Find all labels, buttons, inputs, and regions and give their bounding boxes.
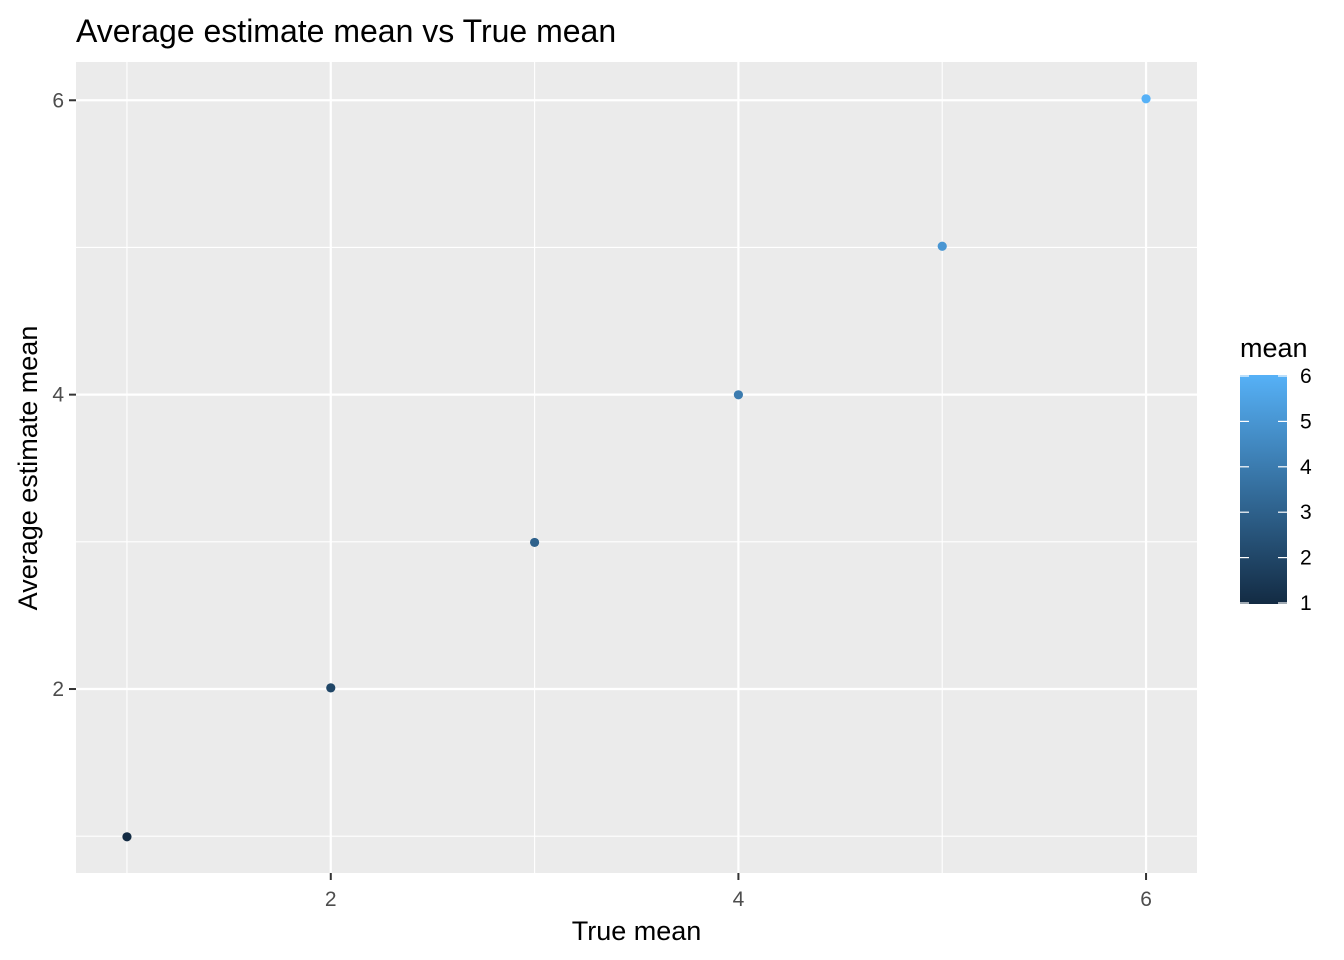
- data-point: [326, 683, 336, 693]
- legend-tick-label: 5: [1300, 410, 1312, 433]
- x-tick-label: 2: [325, 888, 337, 911]
- y-axis-title: Average estimate mean: [13, 326, 43, 611]
- legend-tick-label: 6: [1300, 365, 1312, 388]
- y-axis: 2 4 6: [52, 89, 76, 701]
- legend-ticks: 1 2 3 4 5 6: [1240, 365, 1312, 615]
- x-tick-label: 6: [1140, 888, 1152, 911]
- data-point: [733, 390, 744, 400]
- data-point: [937, 241, 947, 251]
- legend-colorbar: [1240, 375, 1287, 604]
- legend-title: mean: [1240, 333, 1308, 363]
- major-grid: [76, 62, 1197, 873]
- data-point: [122, 832, 132, 842]
- legend-tick-label: 4: [1300, 456, 1312, 479]
- y-tick-label: 2: [52, 678, 64, 701]
- x-axis: 2 4 6: [325, 873, 1152, 911]
- x-tick-label: 4: [733, 888, 745, 911]
- legend-tick-label: 2: [1300, 547, 1312, 570]
- data-point: [1141, 94, 1151, 104]
- chart-title: Average estimate mean vs True mean: [76, 13, 616, 49]
- data-point: [529, 537, 540, 548]
- data-points: [122, 94, 1151, 842]
- legend-tick-label: 3: [1300, 501, 1312, 524]
- y-tick-label: 4: [52, 384, 64, 407]
- plot-panel: [76, 62, 1197, 873]
- color-legend: mean 1 2 3 4 5 6: [1240, 333, 1312, 615]
- minor-grid: [76, 62, 1197, 873]
- x-axis-title: True mean: [572, 916, 702, 946]
- y-tick-label: 6: [52, 89, 64, 112]
- legend-tick-label: 1: [1300, 592, 1312, 615]
